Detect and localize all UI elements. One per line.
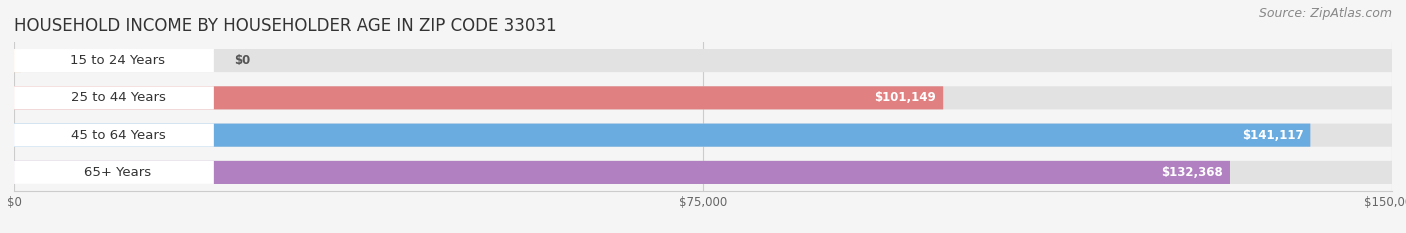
Text: Source: ZipAtlas.com: Source: ZipAtlas.com [1258, 7, 1392, 20]
Text: $0: $0 [235, 54, 250, 67]
Text: 65+ Years: 65+ Years [84, 166, 152, 179]
FancyBboxPatch shape [14, 123, 1392, 147]
FancyBboxPatch shape [14, 161, 1230, 184]
Text: 25 to 44 Years: 25 to 44 Years [70, 91, 166, 104]
Text: $132,368: $132,368 [1161, 166, 1223, 179]
FancyBboxPatch shape [14, 161, 214, 184]
Text: $141,117: $141,117 [1241, 129, 1303, 142]
FancyBboxPatch shape [14, 49, 1392, 72]
Text: 15 to 24 Years: 15 to 24 Years [70, 54, 166, 67]
Text: 45 to 64 Years: 45 to 64 Years [70, 129, 166, 142]
FancyBboxPatch shape [14, 123, 214, 147]
FancyBboxPatch shape [14, 49, 214, 72]
FancyBboxPatch shape [14, 161, 1392, 184]
FancyBboxPatch shape [14, 49, 21, 72]
FancyBboxPatch shape [14, 86, 943, 110]
FancyBboxPatch shape [14, 86, 214, 110]
FancyBboxPatch shape [14, 123, 1310, 147]
FancyBboxPatch shape [14, 86, 1392, 110]
Text: $101,149: $101,149 [875, 91, 936, 104]
Text: HOUSEHOLD INCOME BY HOUSEHOLDER AGE IN ZIP CODE 33031: HOUSEHOLD INCOME BY HOUSEHOLDER AGE IN Z… [14, 17, 557, 35]
